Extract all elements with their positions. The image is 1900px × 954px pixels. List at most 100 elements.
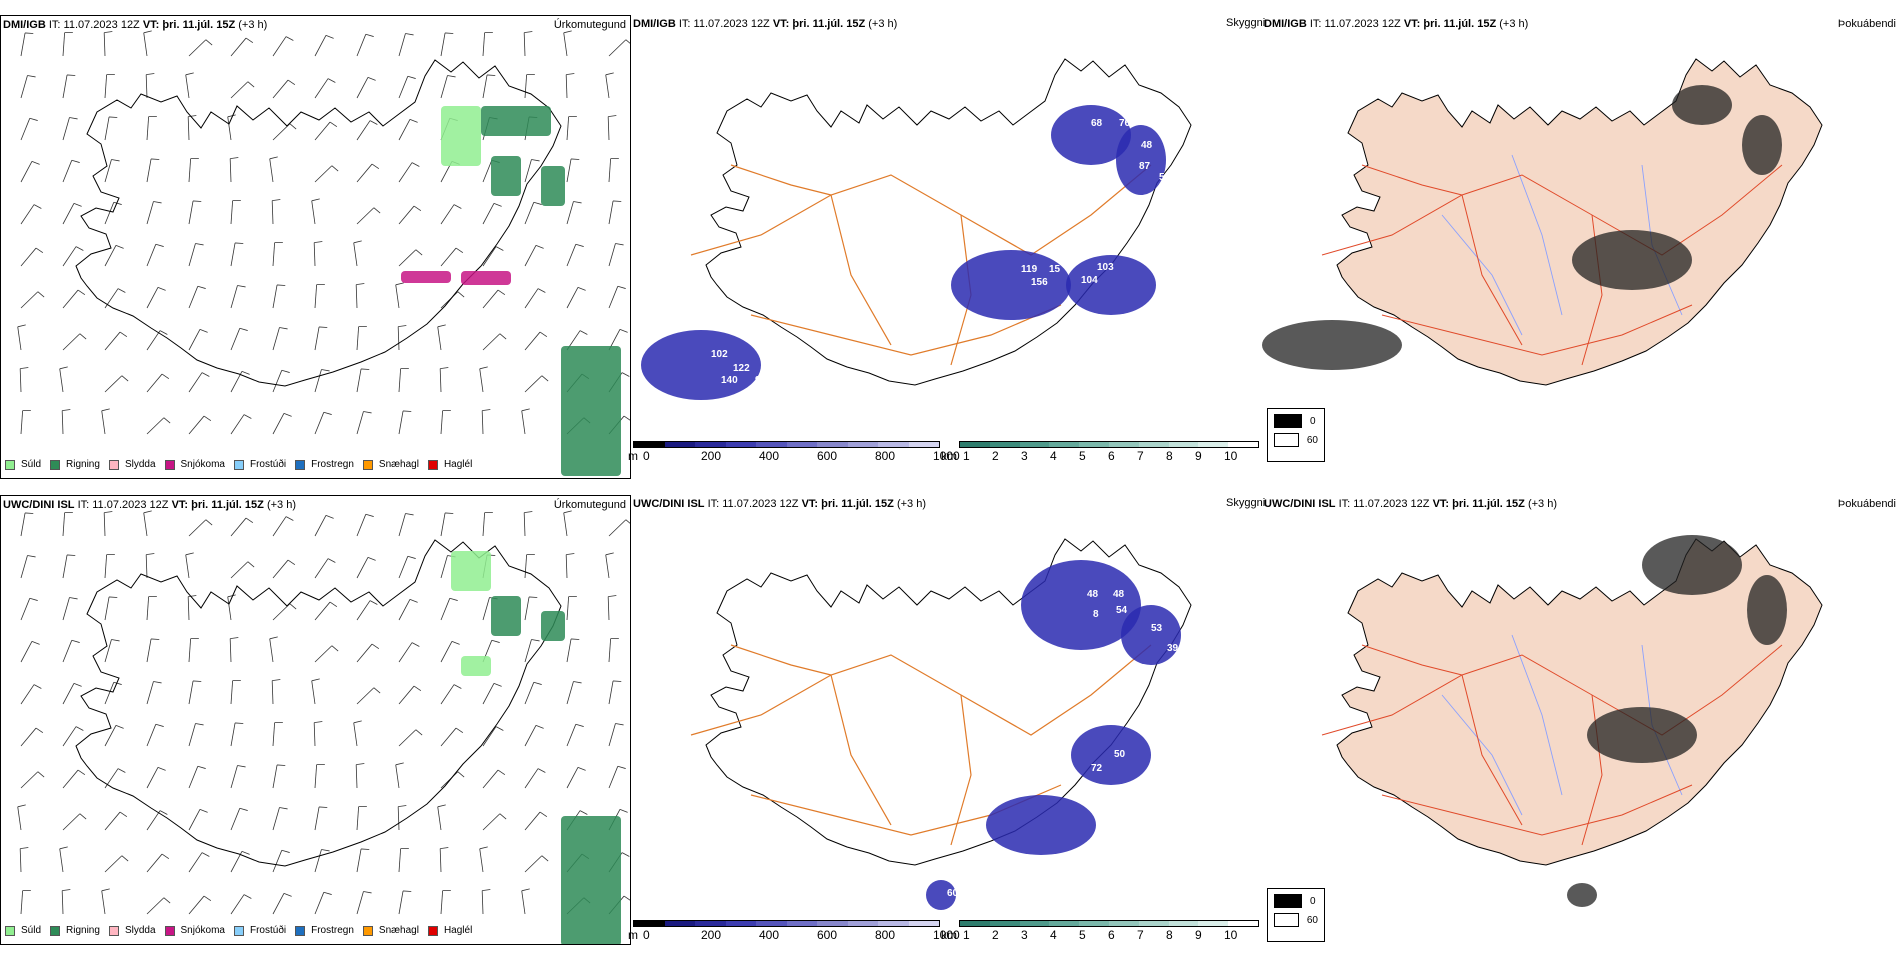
- wind-barb-flag: [533, 681, 542, 685]
- wind-barb-flag: [327, 558, 336, 563]
- wind-barb: [524, 202, 535, 225]
- height-colorbar: [633, 920, 940, 927]
- wind-barb: [311, 200, 316, 225]
- wind-barb: [188, 809, 201, 831]
- fog-legend-label: 60: [1306, 434, 1318, 446]
- wind-barb-flag: [29, 117, 38, 121]
- height-tick-label: 800: [875, 449, 896, 463]
- wind-barb-flag: [29, 597, 38, 601]
- wind-barb: [398, 685, 415, 705]
- legend-swatch: [233, 459, 244, 470]
- visibility-unit: km: [941, 449, 957, 463]
- wind-barb-flag: [33, 204, 42, 209]
- colorbar-cell: [634, 921, 665, 926]
- wind-barb: [20, 512, 26, 537]
- wind-barb-flag: [195, 243, 204, 246]
- wind-barb: [146, 417, 165, 435]
- wind-barb-flag: [17, 324, 26, 328]
- wind-barb-flag: [199, 328, 208, 333]
- wind-barb-flag: [232, 199, 241, 202]
- wind-barb-flag: [239, 807, 248, 811]
- wind-barb: [440, 512, 446, 537]
- road: [1361, 164, 1463, 196]
- wind-barb-flag: [413, 685, 422, 692]
- wind-barb-flag: [101, 408, 110, 412]
- fog-legend-item: 60: [1274, 913, 1318, 927]
- wind-barb: [565, 74, 568, 99]
- legend-item: Snæhagl: [362, 459, 419, 470]
- wind-barb-flag: [447, 75, 456, 78]
- wind-barb-flag: [247, 81, 255, 88]
- wind-barb: [188, 158, 192, 183]
- wind-barb-flag: [539, 331, 548, 338]
- wind-barb: [188, 766, 199, 789]
- wind-barb-flag: [59, 846, 68, 850]
- wind-barb: [356, 643, 373, 663]
- wind-barb-flag: [148, 115, 157, 118]
- wind-barb-flag: [146, 73, 155, 76]
- wind-barb: [395, 284, 400, 309]
- legend-swatch: [362, 925, 373, 936]
- wind-barb: [101, 890, 106, 915]
- wind-barb: [523, 32, 526, 57]
- panel-variable-name: Þokuábendi: [1837, 18, 1896, 30]
- wind-barb-flag: [411, 162, 420, 167]
- wind-barb: [146, 853, 163, 873]
- legend-item: Súld: [5, 925, 41, 936]
- wind-barb-flag: [407, 75, 416, 79]
- precip-map-graphic: [17, 30, 630, 476]
- wind-barb-flag: [491, 639, 500, 643]
- wind-barb: [59, 368, 64, 393]
- wind-barb-flag: [272, 679, 281, 682]
- wind-barb: [230, 894, 245, 915]
- wind-barb-flag: [453, 684, 462, 689]
- wind-barb-flag: [143, 510, 152, 514]
- colorbar-cell: [1108, 921, 1139, 926]
- wind-barb-flag: [521, 408, 530, 412]
- legend-swatch: [295, 925, 306, 936]
- wind-barb: [146, 330, 161, 351]
- wind-barb-flag: [143, 30, 152, 34]
- colorbar-cell: [1019, 921, 1050, 926]
- wind-barb: [314, 645, 333, 663]
- wind-barb: [440, 410, 444, 435]
- colorbar-cell: [1198, 442, 1229, 447]
- wind-barb: [605, 554, 610, 579]
- wind-barb: [272, 370, 283, 393]
- wind-barb-flag: [437, 324, 446, 328]
- wind-barb: [482, 333, 501, 351]
- wind-barb: [272, 284, 278, 309]
- legend-label: Rigning: [66, 925, 100, 936]
- cloud-area: [986, 795, 1096, 855]
- wind-barb: [440, 598, 451, 621]
- wind-barb: [608, 200, 614, 225]
- wind-barb-flag: [109, 596, 118, 598]
- wind-barb: [356, 557, 369, 579]
- wind-barb: [524, 855, 543, 873]
- legend-label: Frostúði: [249, 925, 287, 936]
- wind-barb: [145, 74, 148, 99]
- wind-barb-flag: [524, 31, 533, 34]
- legend-label: Snæhagl: [378, 459, 419, 470]
- wind-barb: [230, 37, 247, 57]
- legend-label: Frostregn: [311, 925, 354, 936]
- wind-barb-flag: [325, 34, 334, 39]
- wind-barb-flag: [113, 681, 122, 685]
- wind-barb: [271, 200, 274, 225]
- wind-barb-flag: [279, 807, 288, 810]
- wind-barb-flag: [531, 639, 540, 642]
- wind-barb-flag: [442, 409, 451, 412]
- wind-barb-flag: [277, 284, 286, 286]
- wind-barb-flag: [497, 769, 506, 776]
- fog-legend-swatch: [1274, 433, 1299, 447]
- wind-barb-flag: [329, 601, 338, 608]
- wind-barb-flag: [440, 847, 449, 850]
- wind-barb-flag: [617, 285, 626, 289]
- legend-item: Haglél: [427, 459, 472, 470]
- wind-barb: [311, 680, 316, 705]
- wind-barb-flag: [188, 595, 197, 598]
- wind-barb-flag: [353, 240, 362, 244]
- wind-barb-flag: [277, 764, 286, 766]
- visibility-label: 48: [1141, 140, 1153, 151]
- wind-barb-flag: [269, 636, 278, 640]
